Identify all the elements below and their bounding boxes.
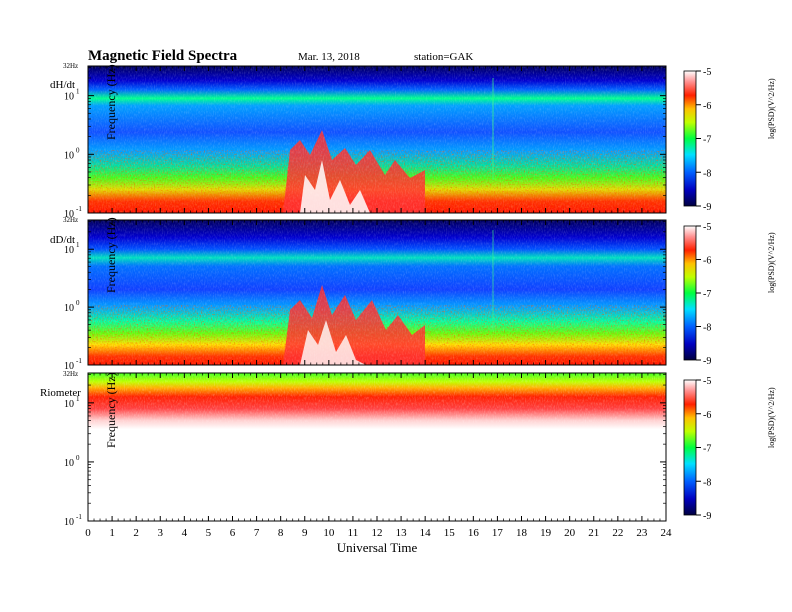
- x-tick-label: 6: [230, 527, 236, 539]
- colorbar-tick-label: -8: [703, 323, 711, 334]
- colorbar-tick-label: -9: [703, 511, 711, 522]
- x-tick-label: 1: [109, 527, 115, 539]
- y-axis-label-riometer: Frequency (Hz): [104, 372, 118, 448]
- y-tick-exponent: -1: [76, 357, 82, 365]
- y-axis-label-dh: Frequency (Hz): [104, 64, 118, 140]
- colorbar-tick-label: -7: [703, 444, 711, 455]
- colorbar-tick-label: -7: [703, 135, 711, 146]
- x-tick-label: 9: [302, 527, 308, 539]
- y-tick-label: 10: [64, 209, 74, 220]
- colorbar-tick-label: -5: [703, 376, 711, 387]
- y-tick-exponent: 0: [76, 146, 80, 154]
- y-top-label-dh: 32Hz: [63, 62, 78, 70]
- colorbar-tick-label: -6: [703, 410, 711, 421]
- y-tick-exponent: 1: [76, 241, 80, 249]
- y-tick-label: 10: [64, 92, 74, 103]
- y-tick-label: 10: [64, 150, 74, 161]
- y-tick-label: 10: [64, 399, 74, 410]
- y-tick-exponent: -1: [76, 513, 82, 521]
- y-top-label-riometer: 32Hz: [63, 370, 78, 378]
- colorbar-2-gradient: [683, 225, 697, 361]
- panel-label-dd: dD/dt: [50, 234, 75, 246]
- colorbar-tick-label: -8: [703, 168, 711, 179]
- y-tick-exponent: -1: [76, 205, 82, 213]
- x-tick-label: 18: [516, 527, 528, 539]
- panel-dh-dt: dH/dt 32Hz Frequency (Hz): [50, 62, 667, 214]
- station-label: station=GAK: [414, 51, 473, 63]
- x-tick-label: 24: [661, 527, 673, 539]
- date-label: Mar. 13, 2018: [298, 51, 360, 63]
- y-tick-label: 10: [64, 303, 74, 314]
- x-tick-label: 4: [182, 527, 188, 539]
- panel-riometer: Riometer 32Hz Frequency (Hz): [40, 370, 667, 522]
- x-tick-label: 7: [254, 527, 260, 539]
- colorbar-1-label: log(PSD)(V^2/Hz): [767, 78, 776, 139]
- x-tick-label: 20: [564, 527, 576, 539]
- colorbar-2: log(PSD)(V^2/Hz): [683, 225, 776, 361]
- y-tick-label: 10: [64, 517, 74, 528]
- x-tick-label: 3: [158, 527, 164, 539]
- x-tick-label: 17: [492, 527, 504, 539]
- colorbar-tick-label: -9: [703, 202, 711, 213]
- colorbar-1-gradient: [683, 70, 697, 207]
- x-tick-label: 23: [636, 527, 648, 539]
- x-tick-label: 13: [396, 527, 408, 539]
- colorbar-tick-label: -8: [703, 477, 711, 488]
- colorbar-tick-label: -9: [703, 356, 711, 367]
- colorbar-tick-label: -7: [703, 289, 711, 300]
- x-tick-label: 16: [468, 527, 480, 539]
- texture-dh: [88, 66, 666, 213]
- colorbar-tick-label: -6: [703, 101, 711, 112]
- colorbar-2-label: log(PSD)(V^2/Hz): [767, 232, 776, 293]
- x-tick-label: 10: [323, 527, 335, 539]
- x-tick-label: 0: [85, 527, 91, 539]
- colorbar-3-gradient: [683, 379, 697, 516]
- x-tick-label: 5: [206, 527, 212, 539]
- figure-title: Magnetic Field Spectra: [88, 48, 238, 64]
- colorbar-tick-label: -5: [703, 67, 711, 78]
- x-tick-label: 8: [278, 527, 284, 539]
- colorbar-tick-label: -6: [703, 256, 711, 267]
- x-axis-label: Universal Time: [337, 540, 418, 555]
- colorbar-3-label: log(PSD)(V^2/Hz): [767, 387, 776, 448]
- y-top-label-dd: 32Hz: [63, 216, 78, 224]
- panel-label-riometer: Riometer: [40, 387, 81, 399]
- panel-dd-dt: dD/dt 32Hz Frequency (Hz): [50, 216, 667, 366]
- y-tick-label: 10: [64, 361, 74, 372]
- y-tick-exponent: 1: [76, 88, 80, 96]
- x-tick-label: 14: [420, 527, 432, 539]
- x-tick-label: 2: [133, 527, 139, 539]
- y-axis-label-dd: Frequency (Hz): [104, 217, 118, 293]
- y-tick-label: 10: [64, 245, 74, 256]
- x-tick-label: 12: [372, 527, 383, 539]
- x-tick-label: 21: [588, 527, 599, 539]
- y-tick-label: 10: [64, 458, 74, 469]
- y-tick-exponent: 0: [76, 454, 80, 462]
- colorbar-tick-label: -5: [703, 222, 711, 233]
- texture-riometer: [88, 373, 666, 423]
- y-tick-exponent: 0: [76, 299, 80, 307]
- y-tick-exponent: 1: [76, 395, 80, 403]
- texture-dd: [88, 220, 666, 365]
- x-tick-label: 11: [348, 527, 359, 539]
- panel-label-dh: dH/dt: [50, 79, 75, 91]
- x-tick-label: 15: [444, 527, 456, 539]
- x-tick-label: 19: [540, 527, 552, 539]
- x-tick-label: 22: [612, 527, 623, 539]
- axis-ticks: 10 -110 010 110 -110 010 10 1 2 3 4 5 6 7 8 9 10 11 12 13 14…: [64, 66, 711, 539]
